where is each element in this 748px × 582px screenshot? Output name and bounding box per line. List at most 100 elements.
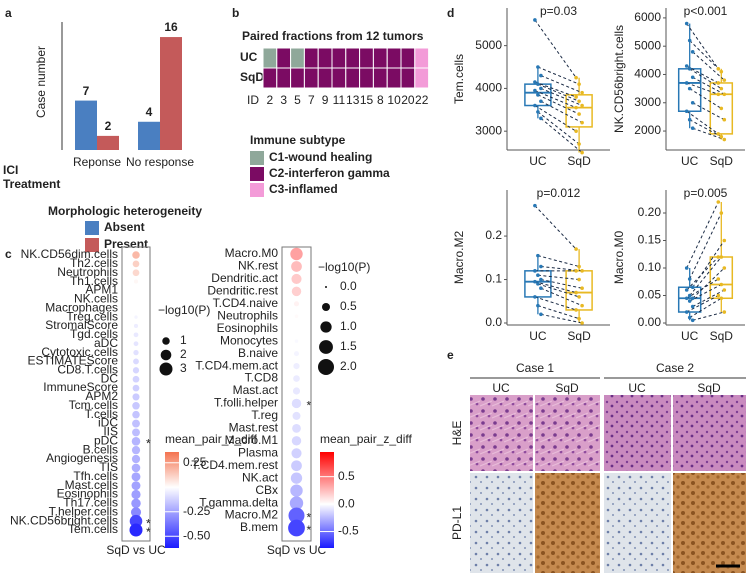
pair-line bbox=[534, 81, 577, 98]
dot bbox=[132, 251, 140, 259]
y-tick-label: 4000 bbox=[634, 67, 661, 81]
pair-line bbox=[537, 283, 580, 298]
row-label: StromalScore bbox=[45, 318, 118, 332]
pair-line bbox=[686, 201, 719, 269]
pair-line bbox=[540, 279, 583, 289]
row-label: Tgd.cells bbox=[70, 327, 118, 341]
row-label: ESTIMATEScore bbox=[28, 354, 119, 368]
size-legend-label: 1.5 bbox=[340, 339, 357, 353]
column-label: 13 bbox=[346, 93, 360, 107]
size-legend-label: 2.0 bbox=[340, 359, 357, 373]
point bbox=[574, 129, 578, 133]
tile bbox=[262, 67, 278, 89]
row-label: B.mem bbox=[240, 520, 278, 534]
pair-line bbox=[692, 311, 725, 321]
bar bbox=[138, 121, 160, 150]
dot bbox=[291, 436, 302, 446]
point bbox=[690, 318, 695, 323]
row-label: TIS bbox=[99, 460, 118, 474]
dot bbox=[294, 339, 299, 343]
y-tick-label: 6000 bbox=[634, 10, 661, 24]
x-axis-label: SqD vs UC bbox=[267, 543, 327, 557]
colorbar bbox=[320, 452, 334, 548]
colorbar-title: mean_pair_z_diff bbox=[165, 432, 258, 446]
point bbox=[687, 293, 692, 298]
tile bbox=[386, 47, 402, 69]
point bbox=[539, 86, 543, 91]
tile bbox=[414, 67, 430, 89]
row-label: Dendritic.rest bbox=[207, 284, 278, 298]
tile bbox=[359, 67, 374, 89]
significance-star: * bbox=[146, 525, 151, 539]
pair-line bbox=[689, 88, 722, 109]
row-label: PD-L1 bbox=[450, 506, 464, 540]
dot bbox=[132, 367, 140, 374]
point bbox=[684, 64, 689, 68]
tile bbox=[345, 47, 361, 69]
row-label: T.CD4.mem.rest bbox=[191, 458, 278, 472]
point bbox=[719, 255, 724, 259]
pair-line bbox=[686, 256, 719, 291]
point bbox=[580, 150, 584, 155]
point bbox=[716, 255, 721, 259]
x-tick-label: No response bbox=[126, 155, 194, 169]
size-legend-label: 1.0 bbox=[340, 319, 357, 333]
dot bbox=[293, 362, 300, 370]
row-label: Dendritic.act bbox=[211, 271, 278, 285]
dot bbox=[290, 247, 303, 261]
legend-swatch bbox=[85, 221, 99, 235]
size-legend-dot bbox=[160, 349, 172, 361]
size-legend-label: 0.5 bbox=[340, 299, 357, 313]
y-axis-label: Macro.M2 bbox=[452, 231, 466, 285]
row-label: Eosinophils bbox=[217, 321, 278, 335]
panel-label: e bbox=[447, 348, 454, 362]
dot bbox=[132, 410, 140, 419]
point bbox=[687, 38, 692, 43]
y-tick-label: 4000 bbox=[475, 81, 502, 95]
row-label: iDC bbox=[98, 416, 118, 430]
point bbox=[690, 296, 695, 301]
point bbox=[684, 266, 689, 270]
tile bbox=[317, 47, 333, 69]
pair-line bbox=[540, 117, 583, 153]
pair-line bbox=[534, 90, 577, 109]
panel-label: c bbox=[5, 247, 12, 261]
dot bbox=[129, 514, 143, 528]
pair-line bbox=[540, 313, 583, 324]
dot bbox=[291, 448, 302, 459]
point bbox=[687, 117, 692, 122]
legend-swatch bbox=[250, 183, 264, 197]
y-tick-label: 0.0 bbox=[485, 315, 502, 329]
tile bbox=[290, 47, 305, 69]
row-label: Macro.M2 bbox=[225, 508, 279, 522]
point bbox=[533, 203, 537, 208]
legend-swatch bbox=[250, 151, 264, 165]
point bbox=[687, 277, 692, 281]
point bbox=[687, 299, 692, 303]
row-label: Mast.act bbox=[233, 383, 279, 397]
row-label: T.CD4.naive bbox=[213, 296, 279, 310]
legend-label: C1-wound healing bbox=[269, 150, 372, 164]
dot bbox=[292, 423, 301, 433]
point bbox=[719, 134, 724, 139]
row-label: Macrophages bbox=[45, 300, 118, 314]
point bbox=[533, 88, 537, 93]
point bbox=[722, 238, 727, 243]
tile bbox=[303, 47, 319, 69]
pair-line bbox=[534, 19, 577, 79]
dot bbox=[130, 507, 142, 518]
point bbox=[716, 277, 721, 281]
point bbox=[539, 286, 543, 291]
column-label: UC bbox=[628, 381, 646, 395]
colorbar-tick-label: -0.50 bbox=[183, 528, 211, 542]
point bbox=[536, 273, 540, 277]
x-tick-label: SqD bbox=[567, 154, 591, 168]
row-label: Monocytes bbox=[220, 333, 278, 347]
tile bbox=[372, 47, 388, 69]
point bbox=[716, 293, 721, 298]
dot bbox=[134, 298, 138, 301]
tile bbox=[372, 67, 388, 89]
point bbox=[580, 303, 584, 308]
column-label: 15 bbox=[360, 93, 374, 107]
row-label: T.folli.helper bbox=[214, 396, 278, 410]
